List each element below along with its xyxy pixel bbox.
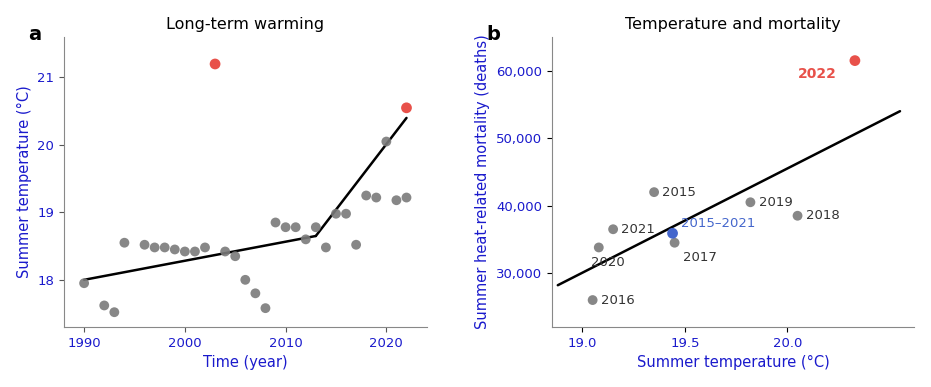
X-axis label: Time (year): Time (year) bbox=[203, 355, 288, 370]
Point bbox=[258, 305, 273, 311]
Point bbox=[268, 219, 283, 226]
Point bbox=[289, 224, 304, 230]
Point bbox=[389, 197, 404, 203]
Text: 2021: 2021 bbox=[621, 223, 655, 236]
Point bbox=[606, 226, 621, 232]
Point bbox=[665, 230, 680, 236]
Point bbox=[248, 290, 263, 296]
Title: Temperature and mortality: Temperature and mortality bbox=[625, 17, 841, 32]
Point bbox=[168, 247, 182, 253]
Point bbox=[178, 248, 193, 255]
Text: 2015–2021: 2015–2021 bbox=[681, 217, 755, 230]
Y-axis label: Summer temperature (°C): Summer temperature (°C) bbox=[17, 86, 32, 278]
Point bbox=[369, 194, 384, 200]
Point bbox=[117, 240, 132, 246]
Point bbox=[329, 211, 344, 217]
Point bbox=[107, 309, 122, 315]
Point bbox=[137, 241, 152, 248]
Point bbox=[76, 280, 91, 286]
Point bbox=[339, 211, 354, 217]
Point bbox=[349, 241, 364, 248]
Text: 2015: 2015 bbox=[662, 186, 696, 199]
Point bbox=[647, 189, 662, 195]
Text: 2020: 2020 bbox=[590, 255, 625, 269]
Point bbox=[298, 236, 313, 242]
Point bbox=[157, 244, 172, 250]
Point bbox=[147, 244, 162, 250]
Y-axis label: Summer heat-related mortality (deaths): Summer heat-related mortality (deaths) bbox=[475, 35, 491, 329]
Point bbox=[591, 244, 606, 250]
Point bbox=[318, 244, 333, 250]
Text: a: a bbox=[28, 26, 41, 45]
Point bbox=[743, 199, 758, 205]
Point bbox=[187, 248, 202, 255]
Text: b: b bbox=[486, 26, 500, 45]
Point bbox=[379, 139, 394, 145]
Point bbox=[218, 248, 233, 255]
Point bbox=[97, 302, 112, 308]
Point bbox=[399, 194, 414, 200]
Title: Long-term warming: Long-term warming bbox=[167, 17, 324, 32]
Point bbox=[237, 277, 252, 283]
Text: 2018: 2018 bbox=[805, 209, 840, 222]
Text: 2022: 2022 bbox=[798, 67, 836, 81]
Point bbox=[228, 253, 243, 259]
Text: 2019: 2019 bbox=[759, 196, 792, 209]
Point bbox=[197, 244, 212, 250]
Text: 2016: 2016 bbox=[600, 294, 635, 307]
Text: 2017: 2017 bbox=[682, 251, 717, 264]
Point bbox=[278, 224, 293, 230]
Point bbox=[308, 224, 323, 230]
Point bbox=[399, 105, 414, 111]
Point bbox=[847, 58, 862, 64]
Point bbox=[586, 297, 600, 303]
Point bbox=[790, 212, 805, 219]
Point bbox=[358, 192, 373, 199]
Point bbox=[208, 61, 223, 67]
X-axis label: Summer temperature (°C): Summer temperature (°C) bbox=[637, 355, 830, 370]
Point bbox=[668, 240, 682, 246]
